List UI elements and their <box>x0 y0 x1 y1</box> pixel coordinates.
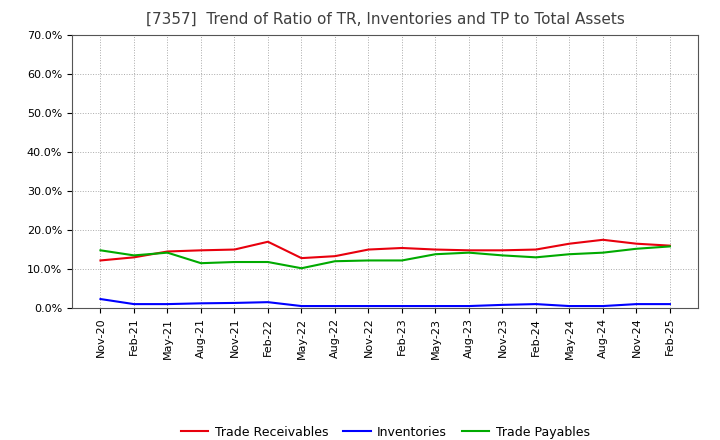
Trade Payables <box>431 252 440 257</box>
Trade Payables <box>464 250 473 255</box>
Trade Receivables <box>498 248 507 253</box>
Trade Payables <box>130 253 138 258</box>
Trade Payables <box>665 244 674 249</box>
Inventories <box>364 304 373 309</box>
Inventories <box>397 304 406 309</box>
Inventories <box>297 304 306 309</box>
Line: Trade Payables: Trade Payables <box>101 246 670 268</box>
Trade Receivables <box>330 253 339 259</box>
Trade Receivables <box>163 249 172 254</box>
Trade Payables <box>498 253 507 258</box>
Trade Receivables <box>197 248 205 253</box>
Trade Payables <box>230 259 239 264</box>
Trade Receivables <box>297 256 306 261</box>
Inventories <box>632 301 641 307</box>
Trade Payables <box>297 266 306 271</box>
Trade Payables <box>397 258 406 263</box>
Trade Payables <box>163 250 172 255</box>
Trade Receivables <box>632 241 641 246</box>
Trade Receivables <box>431 247 440 252</box>
Inventories <box>665 301 674 307</box>
Inventories <box>130 301 138 307</box>
Trade Payables <box>364 258 373 263</box>
Trade Receivables <box>364 247 373 252</box>
Inventories <box>230 300 239 305</box>
Trade Receivables <box>130 255 138 260</box>
Trade Payables <box>330 259 339 264</box>
Inventories <box>330 304 339 309</box>
Trade Payables <box>565 252 574 257</box>
Trade Receivables <box>565 241 574 246</box>
Inventories <box>96 297 105 302</box>
Inventories <box>431 304 440 309</box>
Inventories <box>264 300 272 305</box>
Trade Payables <box>598 250 607 255</box>
Trade Payables <box>197 260 205 266</box>
Trade Payables <box>264 259 272 264</box>
Trade Payables <box>531 255 540 260</box>
Trade Receivables <box>464 248 473 253</box>
Line: Trade Receivables: Trade Receivables <box>101 240 670 260</box>
Trade Receivables <box>598 237 607 242</box>
Inventories <box>598 304 607 309</box>
Trade Receivables <box>665 243 674 248</box>
Inventories <box>565 304 574 309</box>
Inventories <box>197 301 205 306</box>
Inventories <box>531 301 540 307</box>
Trade Payables <box>632 246 641 251</box>
Inventories <box>498 302 507 308</box>
Trade Receivables <box>96 258 105 263</box>
Trade Receivables <box>264 239 272 244</box>
Trade Receivables <box>531 247 540 252</box>
Inventories <box>163 301 172 307</box>
Legend: Trade Receivables, Inventories, Trade Payables: Trade Receivables, Inventories, Trade Pa… <box>176 421 595 440</box>
Title: [7357]  Trend of Ratio of TR, Inventories and TP to Total Assets: [7357] Trend of Ratio of TR, Inventories… <box>145 12 625 27</box>
Trade Payables <box>96 248 105 253</box>
Trade Receivables <box>397 246 406 251</box>
Line: Inventories: Inventories <box>101 299 670 306</box>
Inventories <box>464 304 473 309</box>
Trade Receivables <box>230 247 239 252</box>
